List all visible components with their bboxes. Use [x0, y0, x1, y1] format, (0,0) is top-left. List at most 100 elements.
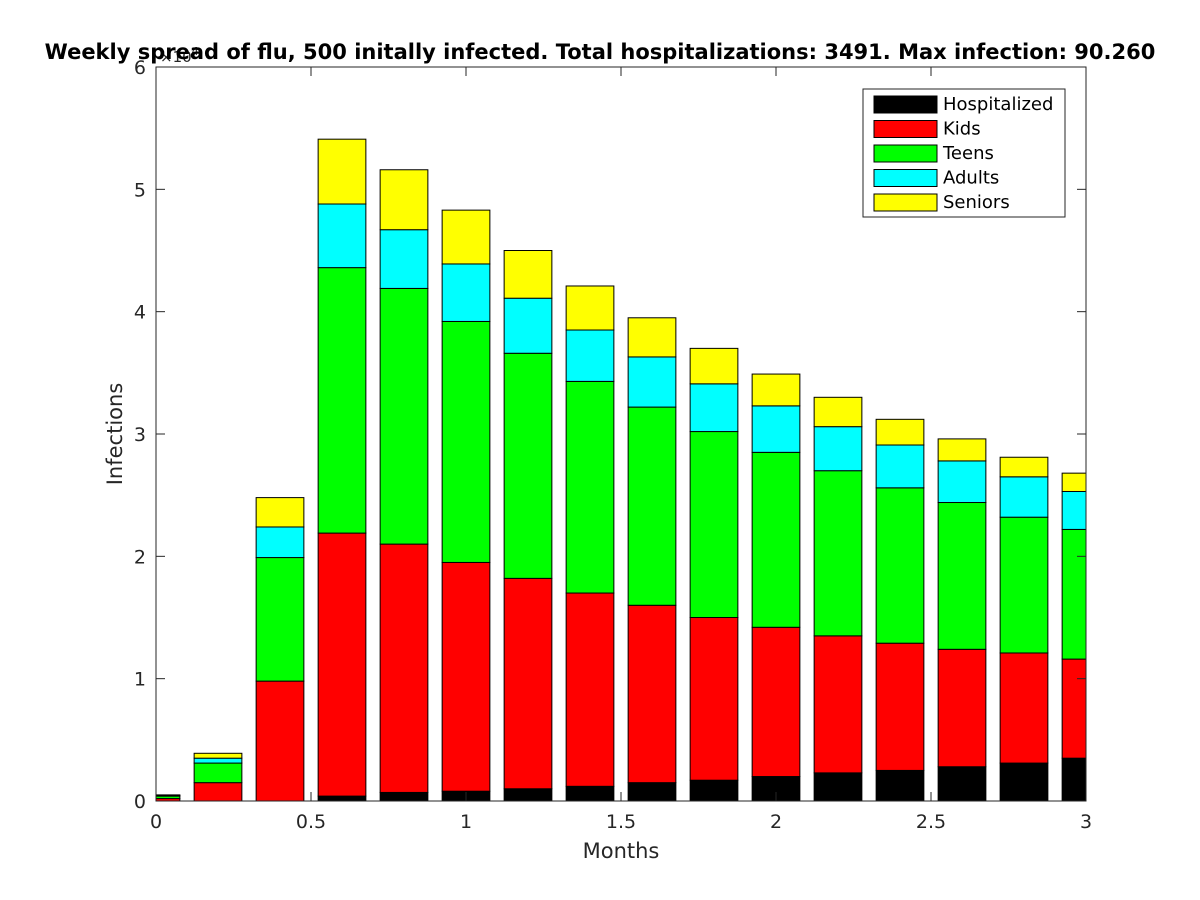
x-tick-label: 2.5 — [916, 811, 946, 833]
bar-segment-kids — [317, 532, 367, 797]
bar-segment-adults — [751, 405, 801, 453]
bar-segment-seniors — [193, 752, 243, 759]
bar-segment-hospitalized — [937, 766, 987, 801]
bar-segment-teens — [999, 516, 1049, 654]
plot-area-frame — [155, 66, 1087, 802]
bar-segment-teens — [813, 470, 863, 637]
bar-segment-seniors — [441, 209, 491, 265]
bar-segment-adults — [689, 383, 739, 433]
bar-segment-kids — [813, 635, 863, 774]
legend: Hospitalized Kids Teens Adults Seniors — [862, 88, 1066, 218]
bar-segment-adults — [565, 329, 615, 382]
bar-segment-teens — [751, 451, 801, 628]
bar-segment-kids — [379, 543, 429, 793]
chart-title: Weekly spread of flu, 500 initally infec… — [45, 40, 1156, 64]
bar-segment-adults — [937, 460, 987, 504]
bar-segment-kids — [875, 642, 925, 771]
bar-segment-hospitalized — [813, 772, 863, 801]
bar-segment-teens — [937, 502, 987, 650]
bar-segment-seniors — [689, 347, 739, 385]
bar-segment-teens — [255, 557, 305, 682]
legend-label-seniors: Seniors — [943, 192, 1010, 213]
bar-segment-teens — [875, 487, 925, 644]
bar-segment-seniors — [875, 418, 925, 446]
bar-segment-seniors — [751, 373, 801, 407]
bar-segment-seniors — [937, 438, 987, 462]
bar-segment-kids — [751, 626, 801, 778]
bar-segment-hospitalized — [503, 788, 553, 801]
x-tick-label: 2 — [770, 811, 782, 833]
bar-segment-hospitalized — [317, 795, 367, 801]
bar-segment-teens — [689, 431, 739, 619]
bars-group — [156, 138, 1086, 801]
bar-segment-adults — [379, 229, 429, 289]
bar-segment-hospitalized — [1061, 757, 1086, 801]
bar-segment-kids — [937, 648, 987, 768]
bar-segment-adults — [503, 297, 553, 354]
bar-segment-kids — [999, 652, 1049, 764]
x-tick-label: 0 — [150, 811, 162, 833]
bar-segment-hospitalized — [379, 791, 429, 801]
bar-segment-adults — [999, 476, 1049, 518]
y-tick-label: 2 — [134, 546, 146, 568]
bar-segment-kids — [503, 577, 553, 790]
bar-segment-kids — [627, 604, 677, 784]
legend-label-kids: Kids — [943, 119, 981, 140]
bar-segment-teens — [441, 320, 491, 563]
legend-swatch-seniors — [873, 193, 938, 212]
bar-segment-kids — [565, 592, 615, 787]
bar-segment-hospitalized — [627, 782, 677, 801]
y-tick-label: 4 — [134, 302, 146, 324]
bar-segment-teens — [379, 287, 429, 545]
y-tick-label: 3 — [134, 424, 146, 446]
y-tick-label: 5 — [134, 179, 146, 201]
bar-segment-teens — [317, 267, 367, 534]
bar-segment-kids — [255, 680, 305, 801]
bar-segment-seniors — [999, 456, 1049, 478]
bar-segment-kids — [193, 782, 243, 801]
y-tick-label: 0 — [134, 791, 146, 813]
y-multiplier-label: ×104 — [160, 45, 199, 66]
bar-segment-seniors — [565, 285, 615, 331]
bar-segment-adults — [317, 203, 367, 269]
legend-swatch-adults — [873, 169, 938, 187]
bar-segment-hospitalized — [999, 762, 1049, 801]
bar-segment-hospitalized — [565, 785, 615, 801]
bar-segment-hospitalized — [689, 779, 739, 801]
bar-segment-seniors — [813, 396, 863, 428]
y-axis-label: Infections — [103, 383, 127, 486]
legend-label-adults: Adults — [943, 168, 999, 189]
y-tick-label: 6 — [134, 57, 146, 79]
x-axis-label: Months — [583, 839, 660, 863]
legend-swatch-hospitalized — [873, 95, 938, 114]
bar-segment-seniors — [1061, 472, 1086, 492]
y-tick-label: 1 — [134, 669, 146, 691]
bar-segment-adults — [627, 356, 677, 408]
bar-segment-teens — [1061, 528, 1086, 660]
legend-label-teens: Teens — [942, 143, 994, 164]
bar-segment-teens — [565, 380, 615, 594]
bar-segment-adults — [255, 526, 305, 559]
bar-segment-seniors — [379, 169, 429, 231]
bar-segment-teens — [503, 352, 553, 579]
bar-segment-teens — [193, 762, 243, 784]
bar-segment-teens — [627, 406, 677, 606]
legend-swatch-kids — [873, 120, 938, 138]
legend-label-hospitalized: Hospitalized — [943, 94, 1053, 115]
bar-segment-adults — [875, 444, 925, 489]
bar-segment-adults — [1061, 490, 1086, 530]
bar-segment-adults — [813, 426, 863, 472]
bar-segment-adults — [193, 757, 243, 764]
x-tick-label: 3 — [1080, 811, 1092, 833]
bar-segment-adults — [441, 263, 491, 322]
bar-segment-seniors — [627, 317, 677, 358]
bar-segment-hospitalized — [875, 769, 925, 801]
bar-segment-seniors — [503, 250, 553, 299]
bar-segment-kids — [689, 617, 739, 781]
legend-swatch-teens — [873, 144, 938, 163]
bar-segment-kids — [441, 561, 491, 792]
x-tick-label: 0.5 — [296, 811, 326, 833]
x-tick-label: 1.5 — [606, 811, 636, 833]
bar-segment-kids — [1061, 658, 1086, 759]
